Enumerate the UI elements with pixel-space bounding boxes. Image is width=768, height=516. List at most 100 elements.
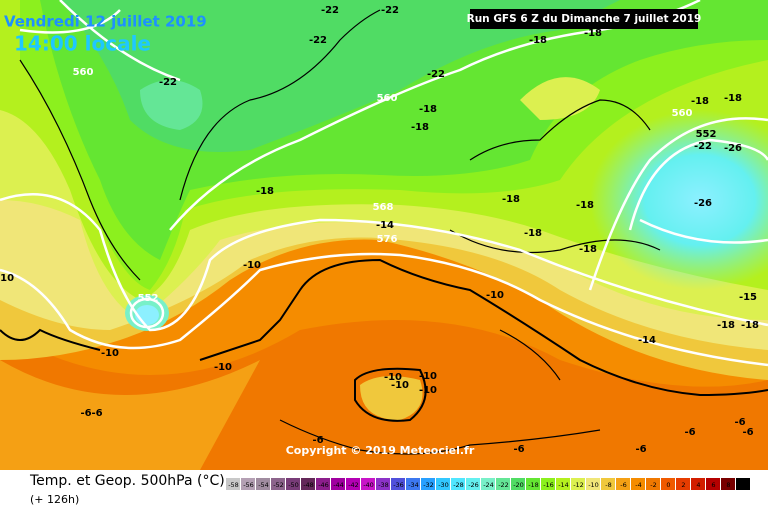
scale-label: 2 <box>681 481 685 489</box>
scale-label: -12 <box>573 481 584 489</box>
map-label: -18 <box>529 35 547 46</box>
scale-label: -48 <box>303 481 314 489</box>
map-label: -10 <box>0 273 14 284</box>
scale-label: -40 <box>363 481 374 489</box>
temperature-field <box>0 0 768 470</box>
map-label: 560 <box>672 108 693 119</box>
scale-label: -4 <box>635 481 641 489</box>
map-labels: -22 -22-22560-22-22-18-18560-18-18560-18-… <box>0 5 759 455</box>
color-swatch <box>556 478 570 490</box>
color-swatch <box>586 478 600 490</box>
map-label: -18 <box>724 93 742 104</box>
map-label: 568 <box>373 202 394 213</box>
color-scale: -58 -56 -54 -52 -50 -48 -46 -44 -42 -40 -38 -36 -34-… <box>226 478 750 490</box>
map-label: -6 <box>91 408 102 419</box>
color-swatch <box>691 478 705 490</box>
map-label: -10 <box>419 371 437 382</box>
legend-title: Temp. et Geop. 500hPa (°C) <box>29 473 225 489</box>
map-label: 560 <box>377 93 398 104</box>
color-swatch <box>616 478 630 490</box>
color-swatch <box>541 478 555 490</box>
color-swatch <box>571 478 585 490</box>
map-label: -22 <box>427 69 445 80</box>
scale-label: -30 <box>438 481 449 489</box>
color-swatch <box>286 478 300 490</box>
scale-label: -16 <box>543 481 554 489</box>
map-label: -10 <box>419 385 437 396</box>
scale-label: -20 <box>513 481 524 489</box>
map-label: -10 <box>214 362 232 373</box>
scale-label: -28 <box>453 481 464 489</box>
map-label: -18 <box>502 194 520 205</box>
map-label: 560 <box>73 67 94 78</box>
map-label: -10 <box>243 260 261 271</box>
scale-label: -58 <box>228 481 239 489</box>
map-label: -6 <box>684 427 695 438</box>
map-label: -10 <box>101 348 119 359</box>
scale-label: -26 <box>468 481 479 489</box>
scale-label: -14 <box>558 481 569 489</box>
map-label: -10 <box>391 380 409 391</box>
scale-label: -8 <box>605 481 611 489</box>
map-label: -6 <box>734 417 745 428</box>
scale-label: 0 <box>666 481 670 489</box>
scale-label: -24 <box>483 481 494 489</box>
run-box <box>470 9 698 29</box>
scale-label: -36 <box>393 481 404 489</box>
map-label: -6 <box>635 444 646 455</box>
scale-label: -42 <box>348 481 359 489</box>
map-label: -14 <box>376 220 394 231</box>
color-swatch <box>271 478 285 490</box>
color-swatch <box>256 478 270 490</box>
color-swatch <box>301 478 315 490</box>
scale-label: -50 <box>288 481 299 489</box>
map-label: -18 <box>579 244 597 255</box>
color-swatch <box>721 478 735 490</box>
color-swatch <box>601 478 615 490</box>
color-swatch <box>646 478 660 490</box>
color-swatch <box>736 478 750 490</box>
scale-label: 4 <box>696 481 700 489</box>
color-swatch <box>481 478 495 490</box>
map-label: -10 <box>384 372 402 383</box>
color-swatch <box>511 478 525 490</box>
color-swatch <box>241 478 255 490</box>
map-label: 552 <box>696 129 717 140</box>
map-label: 552 <box>138 293 159 304</box>
scale-label: -46 <box>318 481 329 489</box>
color-swatch <box>346 478 360 490</box>
map-label: -26 <box>694 198 712 209</box>
scale-label: -2 <box>650 481 656 489</box>
scale-label: -54 <box>258 481 269 489</box>
color-swatch <box>406 478 420 490</box>
color-swatch <box>526 478 540 490</box>
map-label: -6 <box>80 408 91 419</box>
scale-label: -18 <box>528 481 539 489</box>
map-label: -18 <box>256 186 274 197</box>
color-swatch <box>226 478 240 490</box>
local-time: 14:00 locale <box>14 32 151 56</box>
map-label: -6 <box>513 444 524 455</box>
map-label: -18 <box>584 28 602 39</box>
geopotential-contours <box>0 0 768 367</box>
scale-label: 8 <box>726 481 730 489</box>
color-swatch <box>451 478 465 490</box>
color-swatch <box>631 478 645 490</box>
map-label: -18 <box>419 104 437 115</box>
scale-label: -38 <box>378 481 389 489</box>
scale-label: -44 <box>333 481 344 489</box>
color-swatch <box>421 478 435 490</box>
map-label: -15 <box>739 292 757 303</box>
map-label: -18 <box>691 96 709 107</box>
map-label: -22 <box>381 5 399 16</box>
map-label: -6 <box>742 427 753 438</box>
scale-label: -22 <box>498 481 509 489</box>
color-swatch <box>376 478 390 490</box>
color-swatch <box>676 478 690 490</box>
map-label: -18 <box>411 122 429 133</box>
map-label: -6 <box>312 435 323 446</box>
map-label: -10 <box>486 290 504 301</box>
color-swatch <box>331 478 345 490</box>
color-swatch <box>436 478 450 490</box>
